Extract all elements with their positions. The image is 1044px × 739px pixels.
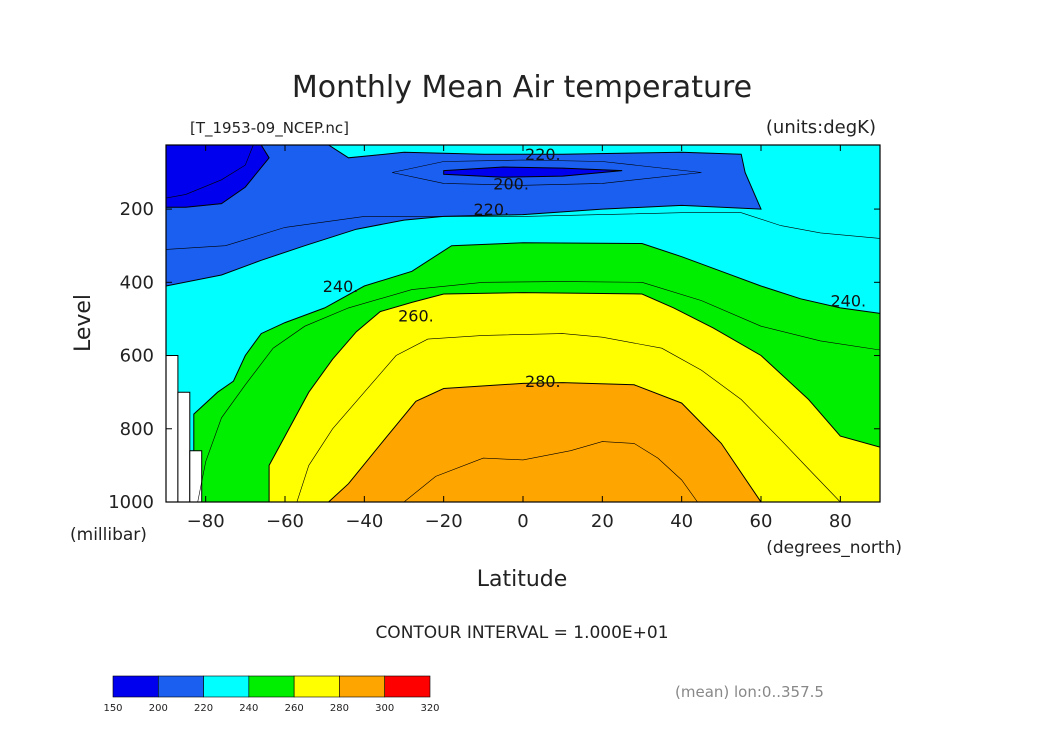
x-tick-label: −20 xyxy=(425,511,463,532)
region-orange-280-300 xyxy=(327,382,762,502)
colorbar-level-label: 220 xyxy=(194,703,213,714)
contour-label-4: 260. xyxy=(398,306,434,325)
colorbar-level-label: 150 xyxy=(103,703,122,714)
colorbar-swatch xyxy=(339,675,386,698)
x-tick-label: 60 xyxy=(750,511,773,532)
contour-230 xyxy=(166,212,880,250)
colorbar-swatch xyxy=(384,675,431,698)
colorbar-swatch xyxy=(157,675,204,698)
colorbar-level-label: 240 xyxy=(239,703,258,714)
colorbar-swatch xyxy=(112,675,159,698)
contour-label-0: 220. xyxy=(525,145,561,164)
contour-lines xyxy=(166,145,880,502)
units-label: (units:degK) xyxy=(766,117,876,138)
colorbar-level-label: 320 xyxy=(420,703,439,714)
colorbar-level-label: 280 xyxy=(330,703,349,714)
contour-label-5: 280. xyxy=(525,372,561,391)
x-tick-label: −60 xyxy=(266,511,304,532)
colorbar-level-label: 260 xyxy=(285,703,304,714)
x-tick-label: 80 xyxy=(829,511,852,532)
colorbar-swatch xyxy=(203,675,250,698)
contour-label-2: 220. xyxy=(473,200,509,219)
region-missing-data-2 xyxy=(177,391,191,502)
y-units-label: (millibar) xyxy=(70,525,147,545)
contour-interval-text: CONTOUR INTERVAL = 1.000E+01 xyxy=(375,623,668,643)
x-tick-label: 20 xyxy=(591,511,614,532)
y-axis-ticks: 200 400 600 800 1000 xyxy=(108,199,880,513)
colorbar-swatch xyxy=(293,675,340,698)
y-tick-label: 1000 xyxy=(108,492,154,513)
region-deep-blue-core-below-200 xyxy=(443,166,623,178)
x-tick-label: 40 xyxy=(670,511,693,532)
contour-210-jet xyxy=(392,159,702,186)
x-tick-label: −80 xyxy=(187,511,225,532)
region-missing-data-3 xyxy=(189,450,203,502)
region-blue-200-220 xyxy=(166,145,762,287)
x-axis-ticks: −80 −60 −40 −20 0 20 40 60 80 xyxy=(187,145,852,532)
colorbar-level-label: 200 xyxy=(149,703,168,714)
y-tick-label: 400 xyxy=(120,272,154,293)
contour-270 xyxy=(296,333,841,502)
colorbar-swatch xyxy=(248,675,295,698)
contour-290 xyxy=(403,441,698,502)
y-tick-label: 600 xyxy=(120,346,154,367)
x-axis-label: Latitude xyxy=(477,567,568,592)
contour-label-3: 240. xyxy=(323,277,359,296)
y-tick-label: 800 xyxy=(120,419,154,440)
colorbar-level-label: 300 xyxy=(375,703,394,714)
contour-210-west xyxy=(166,145,254,199)
filled-regions xyxy=(166,145,880,502)
y-tick-label: 200 xyxy=(120,199,154,220)
contour-label-6: 240. xyxy=(830,292,866,311)
contour-label-1: 200. xyxy=(493,174,529,193)
y-axis-label: Level xyxy=(71,294,96,352)
chart-title: Monthly Mean Air temperature xyxy=(292,70,752,105)
contour-250 xyxy=(197,281,880,502)
footnote: (mean) lon:0..357.5 xyxy=(675,683,824,701)
contour-labels: 220. 200. 220. 240. 260. 280. 240. xyxy=(323,145,866,391)
x-tick-label: −40 xyxy=(345,511,383,532)
colorbar: 150 200 220 240 260 280 300 320 xyxy=(103,675,440,714)
x-tick-label: 0 xyxy=(517,511,528,532)
file-label: [T_1953-09_NCEP.nc] xyxy=(190,119,349,138)
x-units-label: (degrees_north) xyxy=(766,538,902,558)
